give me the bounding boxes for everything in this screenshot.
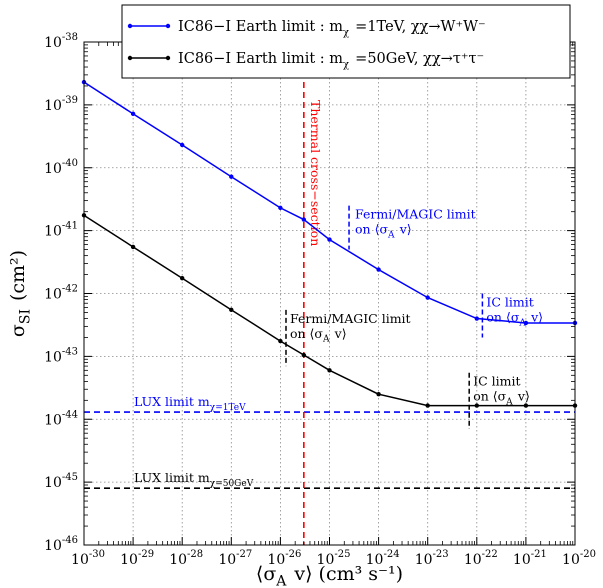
series-point-0 bbox=[229, 174, 234, 179]
legend-marker-0 bbox=[165, 23, 171, 29]
annotation-sublabel-fermi_blue: on ⟨σA v⟩ bbox=[355, 222, 412, 241]
x-tick-label: 10-24 bbox=[366, 549, 400, 568]
x-tick-label: 10-27 bbox=[218, 549, 252, 568]
series-point-0 bbox=[376, 267, 381, 272]
axis-labels: ⟨σA v⟩ (cm³ s⁻¹) σSI (cm²) bbox=[7, 250, 403, 588]
annotation-label-ic_black: IC limit bbox=[473, 374, 520, 389]
legend: IC86−I Earth limit : mχ =1TeV, χχ→W⁺W⁻ IC… bbox=[121, 4, 571, 79]
y-tick-label: 10-44 bbox=[44, 409, 78, 428]
data-series bbox=[81, 79, 578, 408]
series-point-1 bbox=[278, 338, 283, 344]
y-tick-label: 10-39 bbox=[44, 95, 78, 114]
x-tick-label: 10-25 bbox=[317, 549, 351, 568]
legend-box bbox=[121, 4, 571, 79]
series-point-0 bbox=[523, 320, 529, 326]
legend-marker-0 bbox=[127, 23, 133, 29]
reference-lines: LUX limit mχ=1TeV LUX limit mχ=50GeV The… bbox=[84, 42, 575, 545]
legend-label-1: IC86−I Earth limit : mχ =50GeV, χχ→τ⁺τ⁻ bbox=[178, 51, 484, 70]
legend-label-0: IC86−I Earth limit : mχ =1TeV, χχ→W⁺W⁻ bbox=[178, 19, 486, 38]
x-tick-label: 10-28 bbox=[169, 549, 203, 568]
x-tick-label: 10-22 bbox=[464, 549, 498, 568]
x-axis-label: ⟨σA v⟩ (cm³ s⁻¹) bbox=[256, 563, 403, 588]
series-point-0 bbox=[327, 237, 332, 242]
annotation-sublabel-ic_black: on ⟨σA v⟩ bbox=[473, 389, 530, 408]
annotation-sublabel-fermi_black: on ⟨σA v⟩ bbox=[290, 326, 347, 345]
series-point-1 bbox=[474, 403, 479, 408]
series-point-1 bbox=[376, 392, 381, 397]
x-tick-label: 10-30 bbox=[71, 549, 105, 568]
series-point-0 bbox=[130, 111, 136, 117]
series-point-1 bbox=[301, 352, 307, 358]
series-point-1 bbox=[229, 307, 234, 313]
legend-marker-1 bbox=[165, 55, 171, 61]
x-tick-label: 10-23 bbox=[415, 549, 449, 568]
y-tick-label: 10-40 bbox=[44, 158, 78, 177]
series-point-0 bbox=[278, 205, 283, 211]
annotation-label-fermi_black: Fermi/MAGIC limit bbox=[290, 311, 411, 326]
y-tick-label: 10-38 bbox=[44, 32, 78, 51]
annotation-label-ic_blue: IC limit bbox=[486, 295, 533, 310]
lux-1tev-label: LUX limit mχ=1TeV bbox=[134, 394, 247, 413]
y-tick-label: 10-46 bbox=[44, 535, 78, 554]
y-axis-label: σSI (cm²) bbox=[7, 250, 34, 337]
series-point-1 bbox=[523, 403, 529, 408]
annotation-sublabel-ic_blue: on ⟨σA v⟩ bbox=[486, 310, 543, 329]
y-tick-label: 10-42 bbox=[44, 284, 78, 303]
thermal-cross-section-label: Thermal cross−section bbox=[308, 100, 323, 246]
series-line-1 bbox=[83, 214, 575, 407]
series-point-0 bbox=[301, 217, 307, 222]
series-point-0 bbox=[180, 142, 185, 148]
x-tick-label: 10-29 bbox=[120, 549, 154, 568]
x-tick-label: 10-21 bbox=[513, 549, 547, 568]
x-tick-label: 10-20 bbox=[562, 549, 596, 568]
annotation-label-fermi_blue: Fermi/MAGIC limit bbox=[355, 207, 476, 222]
x-tick-label: 10-26 bbox=[267, 549, 301, 568]
series-point-0 bbox=[474, 316, 479, 321]
series-point-1 bbox=[180, 276, 185, 281]
series-point-1 bbox=[130, 244, 136, 250]
series-point-1 bbox=[425, 403, 430, 408]
tick-labels: 10-30 10-29 10-28 10-27 10-26 10-25 10-24 10-23… bbox=[44, 32, 596, 568]
series-point-0 bbox=[425, 295, 430, 300]
series-point-1 bbox=[327, 368, 332, 373]
series-line-0 bbox=[83, 81, 575, 324]
y-tick-label: 10-43 bbox=[44, 346, 78, 365]
y-tick-label: 10-45 bbox=[44, 472, 78, 491]
y-tick-label: 10-41 bbox=[44, 221, 78, 240]
grid-lines bbox=[84, 42, 575, 545]
legend-marker-1 bbox=[127, 55, 133, 61]
lux-50gev-label: LUX limit mχ=50GeV bbox=[134, 470, 254, 489]
